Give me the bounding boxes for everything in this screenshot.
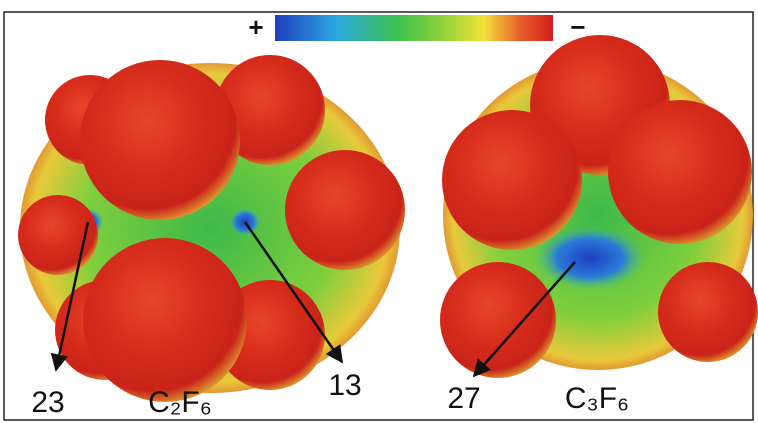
figure: + − 23 C₂F₆ 13 27 C₃F₆	[0, 0, 758, 423]
formula-label: C₂F₆	[148, 386, 212, 419]
site-label: 27	[447, 382, 480, 415]
molecule-c3f6	[440, 35, 758, 378]
site-label: 13	[328, 369, 361, 402]
site-label: 23	[31, 386, 64, 419]
molecule-c2f6	[18, 55, 405, 402]
positive-sign: +	[248, 12, 263, 42]
color-bar	[275, 15, 553, 41]
formula-label: C₃F₆	[565, 382, 629, 415]
